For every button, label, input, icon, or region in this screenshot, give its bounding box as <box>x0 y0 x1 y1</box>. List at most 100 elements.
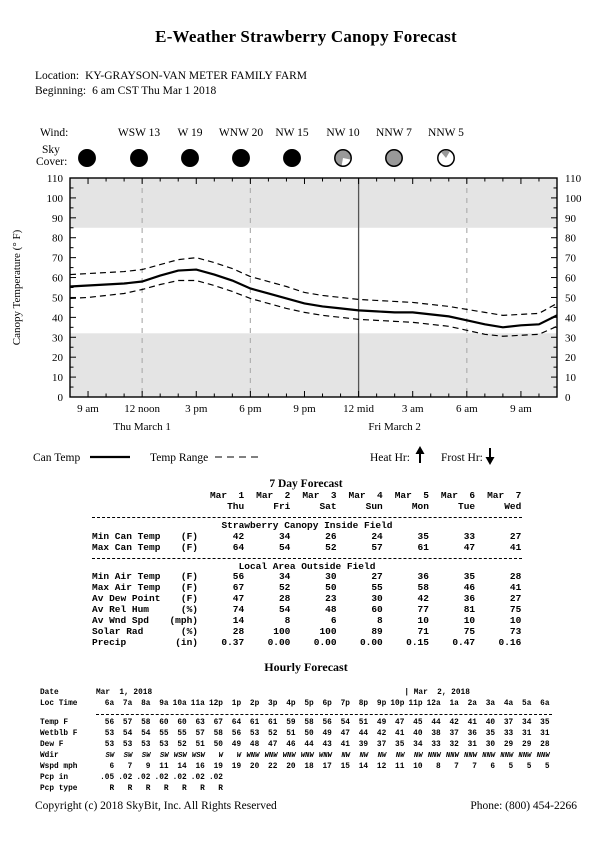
value-cell <box>423 784 441 795</box>
value-cell: 0.16 <box>498 636 522 648</box>
value-cell: 36 <box>463 593 476 605</box>
row-label: Av Wnd Spd (mph) <box>92 615 198 627</box>
value-cell: W <box>236 752 242 760</box>
value-cell: 45 <box>413 719 423 727</box>
wind-speed-label: NW 15 <box>275 127 309 139</box>
legend-can-temp-label: Can Temp <box>33 452 80 464</box>
value-cell: 75 <box>463 625 476 637</box>
temp-range-lower-line <box>69 279 558 337</box>
hourly-forecast-table: Date Mar 1, 2018 | Mar 2, 2018 Loc Time 6a 7a… <box>40 688 552 795</box>
value-cell <box>441 784 459 795</box>
table-row: Pcp type R R R R R R R <box>40 784 552 795</box>
value-cell: 47 <box>463 541 476 553</box>
column-date: Mar 6 <box>440 490 476 501</box>
beginning-label: Beginning: <box>35 85 87 97</box>
value-cell: 30 <box>371 593 383 605</box>
value-cell: 30 <box>485 741 496 749</box>
x-axis-label: 9 am <box>77 403 99 415</box>
value-cell: 5 <box>508 763 514 771</box>
value-cell: 37 <box>503 719 514 727</box>
y-axis-label-right: 0 <box>565 392 571 404</box>
value-cell: 14 <box>232 615 245 627</box>
time-cell: 1a <box>449 700 459 708</box>
seven-day-forecast-table: Mar 1 Mar 2 Mar 3 Mar 4 Mar 5 Mar 6 Mar 7 Thu Fr… <box>92 490 522 649</box>
value-cell: 47 <box>340 730 350 738</box>
value-cell: 36 <box>467 730 477 738</box>
value-cell: 41 <box>509 541 522 553</box>
table-row: Min Air Temp (F) 56 34 30 27 36 35 28 <box>92 572 522 583</box>
value-cell: WNW <box>282 752 296 760</box>
value-cell: 27 <box>371 571 383 583</box>
x-axis-label: 6 pm <box>239 403 262 415</box>
value-cell: 48 <box>325 604 337 616</box>
value-cell: R <box>163 785 169 793</box>
column-day: Mon <box>411 500 429 512</box>
value-cell: 48 <box>249 741 260 749</box>
value-cell: 40 <box>413 730 423 738</box>
value-cell <box>459 784 477 795</box>
table-row: Dew F 53 53 53 53 52 51 50 49 48 47 46 44 43 41 39 37 35 3… <box>40 740 552 751</box>
value-cell: 29 <box>503 741 514 749</box>
value-cell: R <box>145 785 151 793</box>
heat-hr-up-arrow-head <box>415 446 425 454</box>
value-cell <box>277 784 295 795</box>
value-cell <box>386 784 404 795</box>
value-cell: 6 <box>490 763 496 771</box>
sky-cover-icon-overcast <box>181 149 199 167</box>
value-cell: 89 <box>371 625 383 637</box>
row-label: Loc Time <box>40 700 78 708</box>
wind-speed-label: NNW 7 <box>376 127 412 139</box>
value-cell: 33 <box>463 530 476 542</box>
y-axis-label-left: 20 <box>52 352 64 364</box>
y-axis-label-right: 50 <box>565 292 577 304</box>
value-cell: 54 <box>278 541 291 553</box>
time-cell: 3p <box>268 700 278 708</box>
phone-text: Phone: (800) 454-2266 <box>470 800 577 812</box>
value-cell <box>404 773 422 784</box>
value-cell: WNW <box>246 752 260 760</box>
hourly-date-row: Date Mar 1, 2018 | Mar 2, 2018 <box>40 688 552 699</box>
time-cell: 12a <box>426 700 441 708</box>
value-cell: 36 <box>417 571 429 583</box>
value-cell: 57 <box>122 719 133 727</box>
value-cell: 11 <box>395 763 405 771</box>
legend-heat-hr-label: Heat Hr: <box>370 452 410 464</box>
row-label-unit: (mph) <box>169 615 198 627</box>
time-cell: 7a <box>122 700 133 708</box>
column-date: Mar 1 <box>209 490 245 501</box>
separator <box>92 557 522 559</box>
row-label: Av Rel Hum (%) <box>92 604 198 616</box>
time-cell: 4p <box>286 700 296 708</box>
value-cell <box>296 784 314 795</box>
y-axis-label-right: 80 <box>565 233 577 245</box>
value-cell: NW <box>341 752 350 760</box>
value-cell: SW <box>123 752 133 760</box>
row-label: Max Can Temp (F) <box>92 542 198 554</box>
row-label-name: Av Wnd Spd <box>92 615 150 627</box>
value-cell <box>368 784 386 795</box>
time-cell: 8p <box>358 700 369 708</box>
value-cell: 60 <box>177 719 187 727</box>
canopy-temperature-chart: 0 0 10 10 20 20 30 30 40 40 50 50 60 60 70 70 80 80 90 90 10… <box>0 170 612 470</box>
value-cell: 6 <box>109 763 115 771</box>
time-cell: 9a <box>159 700 169 708</box>
row-label: Temp F <box>40 719 69 727</box>
value-cell: 18 <box>304 763 314 771</box>
value-cell: 10 <box>463 615 476 627</box>
beginning-line: Beginning: 6 am CST Thu Mar 1 2018 <box>35 84 307 99</box>
time-cell: 1p <box>231 700 242 708</box>
row-label: Solar Rad (%) <box>92 626 198 638</box>
row-label: Wetblb F <box>40 730 78 738</box>
value-cell: 5 <box>544 763 550 771</box>
row-label-name: Av Dew Point <box>92 593 161 605</box>
column-date: Mar 7 <box>487 490 522 501</box>
time-cell: 2a <box>467 700 477 708</box>
value-cell: R <box>127 785 133 793</box>
time-cell: 3a <box>485 700 496 708</box>
time-cell: 12p <box>208 700 223 708</box>
value-cell: 38 <box>431 730 441 738</box>
value-cell: 7 <box>127 763 133 771</box>
column-day: Fri <box>273 500 291 512</box>
time-cell: 11a <box>190 700 205 708</box>
sky-cover-icon-cloudy <box>385 149 403 167</box>
